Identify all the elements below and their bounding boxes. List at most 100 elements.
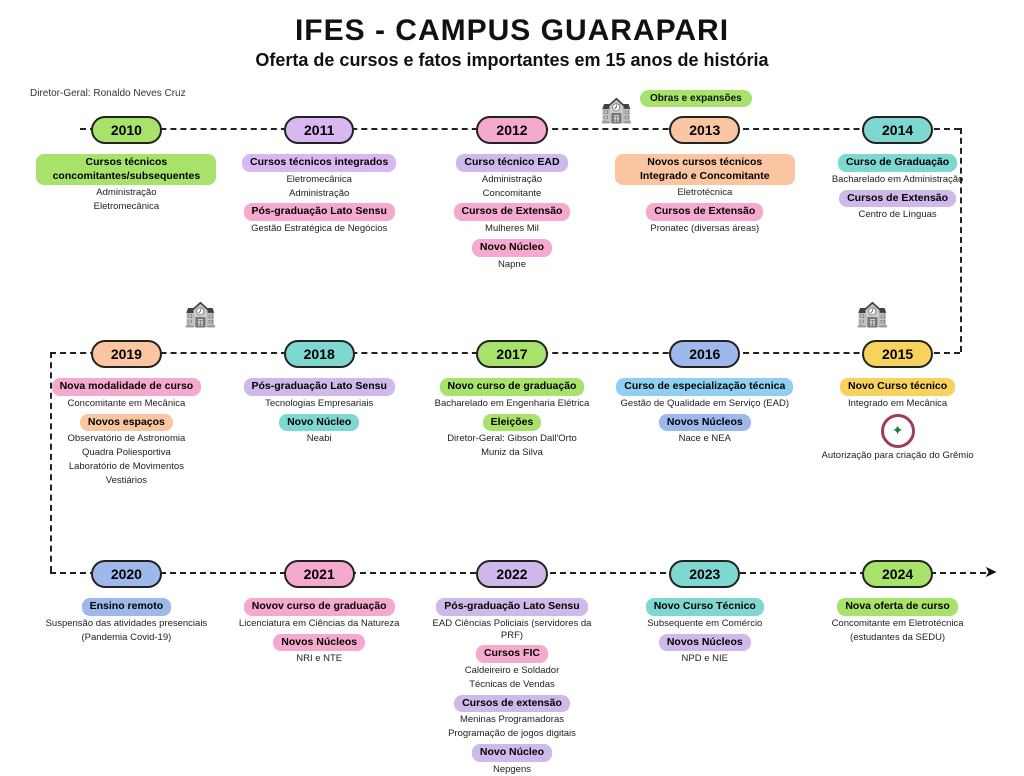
category-pill: Pós-graduação Lato Sensu <box>244 378 395 396</box>
category-item: NPD e NIE <box>682 653 728 665</box>
year-column-2020: 2020Ensino remotoSuspensão das atividade… <box>36 560 216 776</box>
category-pill: Ensino remoto <box>82 598 172 616</box>
year-column-2012: 2012Curso técnico EADAdministraçãoConcom… <box>422 116 602 270</box>
category-pill: Eleições <box>483 414 542 432</box>
category-item: Bacharelado em Engenharia Elétrica <box>435 398 590 410</box>
year-column-2014: 2014 Curso de Graduação Bacharelado em Adm… <box>808 116 988 270</box>
category-item: Neabi <box>307 433 332 445</box>
year-column-2015: 2015Novo Curso técnicoIntegrado em Mecân… <box>808 340 988 487</box>
category-pill: Novo Curso Técnico <box>646 598 764 616</box>
category-item: Observatório de Astronomia <box>68 433 186 445</box>
category-pill: Novo curso de graduação <box>440 378 585 396</box>
year-pill: 2019 <box>91 340 162 368</box>
school-icon: 🏫 <box>600 96 632 122</box>
category-pill: Novos Núcleos <box>659 634 751 652</box>
category-pill: Novo Núcleo <box>472 239 552 257</box>
category-item: Eletrotécnica <box>677 187 732 199</box>
year-column-2023: 2023 Novo Curso Técnico Subsequente em Com… <box>615 560 795 776</box>
year-column-2018: 2018 Pós-graduação Lato Sensu Tecnologias … <box>229 340 409 487</box>
category-item: Mulheres Mil <box>485 223 539 235</box>
category-item: Gestão Estratégica de Negócios <box>251 223 387 235</box>
category-pill: Cursos de Extensão <box>646 203 763 221</box>
category-item: Laboratório de Movimentos <box>69 461 184 473</box>
year-column-2011: 2011 Cursos técnicos integrados Eletromecâ… <box>229 116 409 270</box>
category-item: Nepgens <box>493 764 531 776</box>
category-item: Concomitante <box>483 188 542 200</box>
director-note: Diretor-Geral: Ronaldo Neves Cruz <box>30 88 186 99</box>
category-pill: Nova oferta de curso <box>837 598 957 616</box>
year-pill: 2010 <box>91 116 162 144</box>
year-column-2010: 2010Cursos técnicos concomitantes/subseq… <box>36 116 216 270</box>
category-item: Napne <box>498 259 526 271</box>
category-item: (estudantes da SEDU) <box>850 632 945 644</box>
category-item: Técnicas de Vendas <box>469 679 555 691</box>
year-column-2016: 2016 Curso de especialização técnica Gestã… <box>615 340 795 487</box>
category-pill: Cursos de Extensão <box>454 203 571 221</box>
timeline-row-2: 2019 Nova modalidade de curso Concomitante… <box>0 340 1024 487</box>
year-pill: 2024 <box>862 560 933 588</box>
expansion-badge: Obras e expansões <box>640 90 752 107</box>
category-item: Meninas Programadoras <box>460 714 564 726</box>
timeline-arrow: ➤ <box>984 562 997 582</box>
year-pill: 2015 <box>862 340 933 368</box>
category-item: Administração <box>289 188 349 200</box>
timeline-row-3: 2020Ensino remotoSuspensão das atividade… <box>0 560 1024 776</box>
category-pill: Cursos técnicos integrados <box>242 154 396 172</box>
year-pill: 2014 <box>862 116 933 144</box>
category-pill: Curso de Graduação <box>838 154 957 172</box>
category-item: Subsequente em Comércio <box>647 618 762 630</box>
category-item: Centro de Línguas <box>858 209 936 221</box>
year-pill: 2011 <box>284 116 354 144</box>
category-pill: Pós-graduação Lato Sensu <box>436 598 587 616</box>
page-subtitle: Oferta de cursos e fatos importantes em … <box>0 50 1024 71</box>
year-pill: 2016 <box>669 340 740 368</box>
category-item: Tecnologias Empresariais <box>265 398 373 410</box>
category-item: Nace e NEA <box>679 433 731 445</box>
category-item: EAD Ciências Policiais (servidores da PR… <box>422 618 602 642</box>
category-pill: Novo Núcleo <box>472 744 552 762</box>
year-pill: 2023 <box>669 560 740 588</box>
school-icon: 🏫 <box>184 300 216 326</box>
year-pill: 2017 <box>476 340 547 368</box>
year-pill: 2022 <box>476 560 547 588</box>
category-pill: Curso de especialização técnica <box>616 378 793 396</box>
year-column-2021: 2021Novov curso de graduaçãoLicenciatura… <box>229 560 409 776</box>
category-item: Eletromecânica <box>286 174 351 186</box>
category-pill: Novo Curso técnico <box>840 378 955 396</box>
category-item: Bacharelado em Administração <box>832 174 964 186</box>
category-item: Vestiários <box>106 475 147 487</box>
page-title: IFES - CAMPUS GUARAPARI <box>0 0 1024 48</box>
year-pill: 2013 <box>669 116 740 144</box>
category-item: Concomitante em Mecânica <box>68 398 186 410</box>
category-item: NRI e NTE <box>296 653 342 665</box>
category-pill: Cursos de Extensão <box>839 190 956 208</box>
year-column-2024: 2024 Nova oferta de curso Concomitante em … <box>808 560 988 776</box>
category-item: Gestão de Qualidade em Serviço (EAD) <box>621 398 789 410</box>
category-item: Pronatec (diversas áreas) <box>650 223 759 235</box>
category-pill: Novo Núcleo <box>279 414 359 432</box>
category-pill: Curso técnico EAD <box>456 154 567 172</box>
school-icon: 🏫 <box>856 300 888 326</box>
timeline-row-1: 2010Cursos técnicos concomitantes/subseq… <box>0 116 1024 270</box>
category-pill: Cursos FIC <box>476 645 548 663</box>
gremio-caption: Autorização para criação do Grêmio <box>822 450 974 462</box>
category-item: Programação de jogos digitais <box>448 728 576 740</box>
category-pill: Novov curso de graduação <box>244 598 395 616</box>
category-pill: Nova modalidade de curso <box>52 378 202 396</box>
category-pill: Cursos de extensão <box>454 695 570 713</box>
category-item: Caldeireiro e Soldador <box>465 665 560 677</box>
category-item: Concomitante em Eletrotécnica <box>832 618 964 630</box>
year-pill: 2012 <box>476 116 547 144</box>
year-column-2013: 2013 Novos cursos técnicos Integrado e Co… <box>615 116 795 270</box>
year-column-2017: 2017 Novo curso de graduação Bacharelado e… <box>422 340 602 487</box>
year-column-2019: 2019 Nova modalidade de curso Concomitante… <box>36 340 216 487</box>
year-pill: 2018 <box>284 340 355 368</box>
category-item: Licenciatura em Ciências da Natureza <box>239 618 400 630</box>
category-pill: Pós-graduação Lato Sensu <box>244 203 395 221</box>
category-pill: Novos Núcleos <box>659 414 751 432</box>
category-item: Muniz da Silva <box>481 447 543 459</box>
gremio-badge-icon: ✦ <box>881 414 915 448</box>
year-pill: 2020 <box>91 560 162 588</box>
category-pill: Novos espaços <box>80 414 173 432</box>
category-pill: Novos cursos técnicos Integrado e Concom… <box>615 154 795 185</box>
